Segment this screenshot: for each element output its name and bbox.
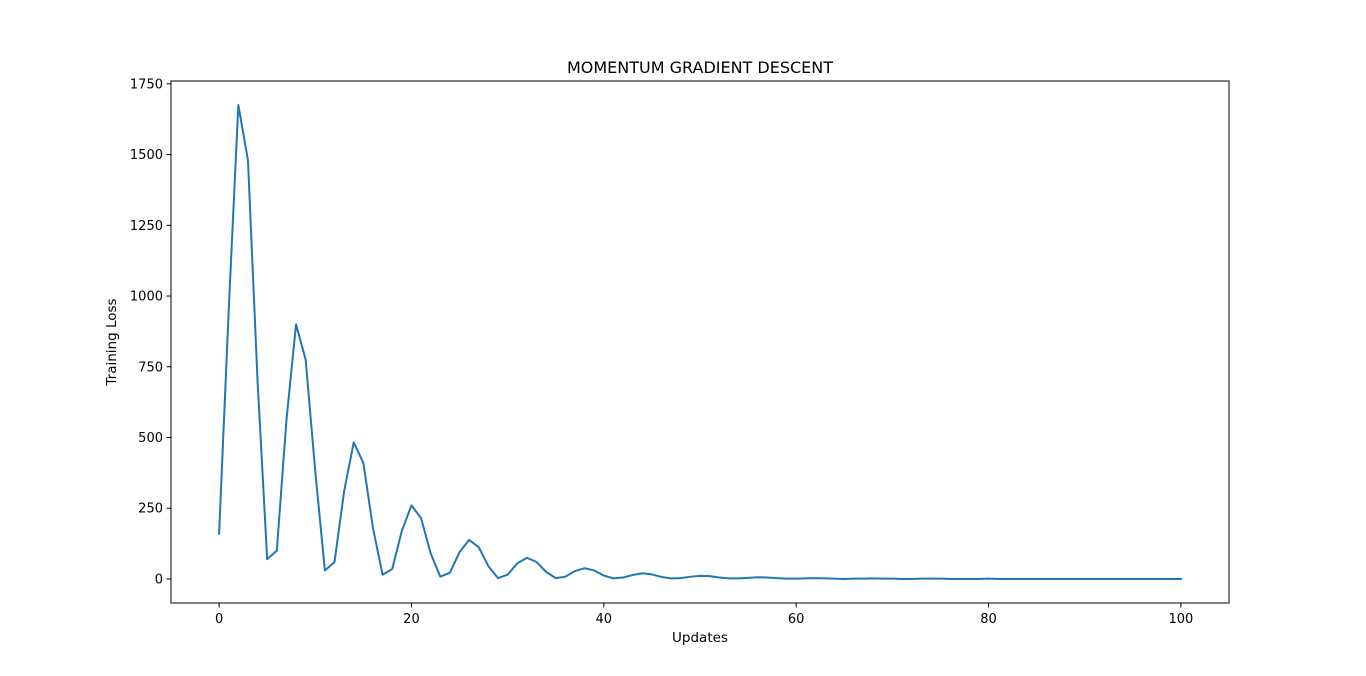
x-tick-label: 40 xyxy=(596,612,613,627)
x-tick-label: 60 xyxy=(788,612,805,627)
y-tick-label: 1000 xyxy=(130,290,163,305)
series-line xyxy=(218,104,1182,580)
chart-title: MOMENTUM GRADIENT DESCENT xyxy=(567,58,833,77)
x-tick-label: 0 xyxy=(215,612,223,627)
x-tick-label: 80 xyxy=(980,612,997,627)
y-tick-label: 250 xyxy=(138,502,163,517)
y-tick-label: 1250 xyxy=(130,219,163,234)
plot-frame xyxy=(170,80,1230,604)
y-axis-label: Training Loss xyxy=(104,298,120,386)
y-tick-label: 1500 xyxy=(130,148,163,163)
x-axis-label: Updates xyxy=(672,630,728,646)
y-tick-label: 1750 xyxy=(130,77,163,92)
y-tick-label: 500 xyxy=(138,431,163,446)
y-tick-label: 0 xyxy=(155,572,163,587)
x-tick-label: 100 xyxy=(1168,612,1193,627)
y-tick-label: 750 xyxy=(138,360,163,375)
x-tick-label: 20 xyxy=(403,612,420,627)
